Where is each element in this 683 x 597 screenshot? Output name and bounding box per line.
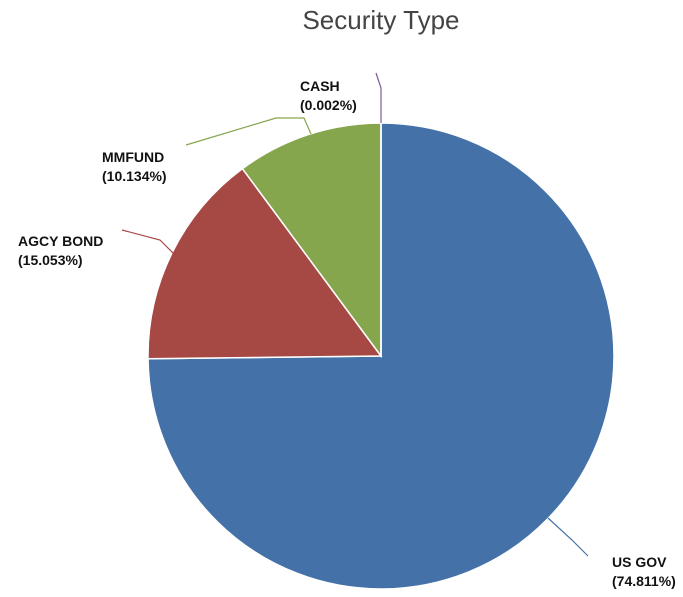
leader-line-agcy-bond bbox=[121, 229, 180, 260]
pie-slices bbox=[147, 122, 615, 590]
slice-label-mmfund: MMFUND (10.134%) bbox=[102, 149, 167, 184]
chart-title: Security Type bbox=[302, 5, 459, 35]
slice-label-name: MMFUND bbox=[102, 149, 164, 165]
slice-label-name: CASH bbox=[300, 78, 340, 94]
slice-label-cash: CASH (0.002%) bbox=[300, 78, 357, 113]
leader-line-us-gov bbox=[547, 517, 589, 557]
slice-label-value: (10.134%) bbox=[102, 168, 167, 184]
slice-label-value: (0.002%) bbox=[300, 97, 357, 113]
slice-label-value: (74.811%) bbox=[612, 573, 676, 589]
pie-slice-mmfund bbox=[241, 122, 382, 359]
slice-label-name: US GOV bbox=[612, 554, 667, 570]
slice-label-value: (15.053%) bbox=[18, 252, 83, 268]
leader-line-mmfund bbox=[185, 117, 312, 146]
slice-label-name: AGCY BOND bbox=[18, 233, 103, 249]
slice-labels: US GOV (74.811%) AGCY BOND (15.053%) MMFUND (… bbox=[18, 78, 676, 589]
slice-label-agcy-bond: AGCY BOND (15.053%) bbox=[18, 233, 103, 268]
leader-line-cash bbox=[375, 72, 382, 123]
slice-label-us-gov: US GOV (74.811%) bbox=[612, 554, 676, 589]
leader-lines bbox=[121, 72, 589, 557]
